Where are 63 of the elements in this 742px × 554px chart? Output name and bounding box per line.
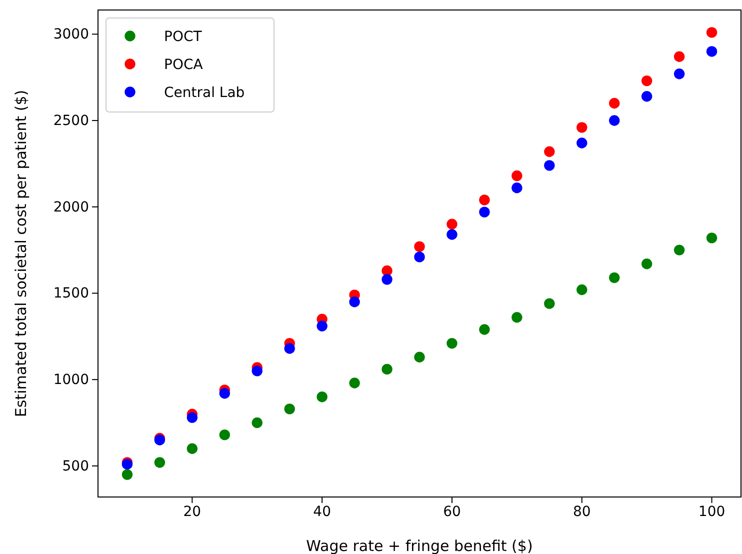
point: [544, 146, 555, 157]
point: [414, 252, 425, 262]
y-tick-label: 3000: [53, 26, 89, 43]
point: [576, 122, 588, 133]
point: [576, 138, 588, 148]
point: [479, 194, 490, 206]
x-axis-title: Wage rate + fringe benefit ($): [306, 537, 533, 554]
point: [219, 388, 230, 399]
point: [706, 232, 718, 244]
x-tick-label: 20: [183, 504, 202, 520]
point: [544, 298, 555, 309]
legend-label: Central Lab: [164, 85, 245, 101]
point: [479, 206, 490, 218]
point: [349, 378, 360, 388]
y-tick-label: 2500: [53, 113, 89, 130]
point: [512, 312, 522, 323]
x-tick-label: 80: [572, 504, 591, 520]
point: [284, 343, 295, 354]
point: [219, 429, 230, 440]
point: [382, 274, 392, 285]
point: [674, 244, 685, 256]
point: [479, 324, 490, 335]
y-tick-label: 2000: [53, 199, 89, 216]
x-tick-label: 60: [443, 504, 461, 520]
legend-label: POCA: [164, 57, 204, 73]
point: [512, 170, 522, 182]
point: [641, 258, 652, 270]
point: [641, 75, 652, 86]
point: [414, 241, 425, 252]
point: [186, 412, 198, 423]
point: [608, 98, 620, 109]
point: [414, 352, 425, 362]
point: [446, 229, 458, 240]
point: [252, 366, 262, 376]
point: [186, 443, 198, 454]
legend-label: POCT: [164, 29, 202, 45]
point: [284, 404, 295, 414]
x-tick-label: 40: [313, 504, 331, 520]
point: [641, 91, 652, 102]
point: [512, 182, 522, 194]
point: [446, 338, 458, 349]
point: [608, 115, 620, 126]
y-axis-title: Estimated total societal cost per patient ($): [12, 90, 30, 418]
point: [349, 296, 360, 308]
point: [154, 457, 166, 468]
point: [706, 46, 718, 57]
point: [674, 68, 685, 80]
point: [252, 417, 262, 428]
y-tick-label: 500: [62, 458, 89, 474]
x-tick-label: 100: [698, 504, 726, 520]
point: [382, 364, 392, 375]
point: [674, 51, 685, 62]
point: [122, 469, 133, 480]
point: [316, 320, 328, 332]
y-tick-label: 1500: [53, 286, 89, 302]
point: [446, 218, 458, 230]
point: [382, 265, 392, 276]
point: [706, 27, 718, 38]
point: [316, 391, 328, 402]
point: [608, 272, 620, 284]
point: [576, 284, 588, 296]
y-tick-label: 1000: [53, 372, 89, 388]
point: [544, 160, 555, 171]
